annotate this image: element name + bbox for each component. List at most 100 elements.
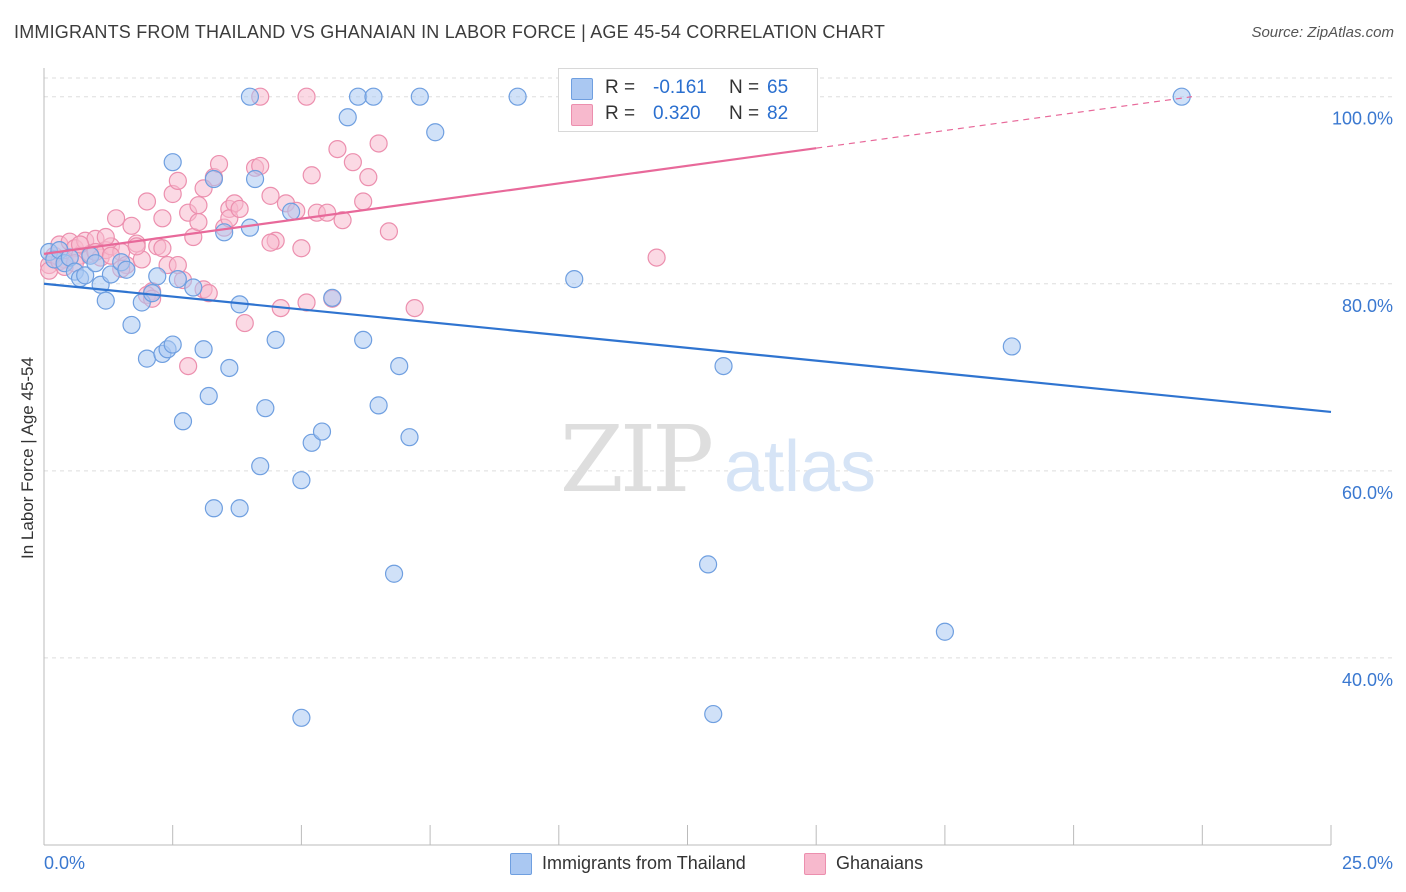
legend-swatch-pink <box>571 104 593 126</box>
ghanaian-point <box>302 166 321 185</box>
legend-r-value: 0.320 <box>653 103 701 124</box>
ghanaian-point <box>647 248 666 267</box>
thailand-point <box>935 622 955 641</box>
watermark-zip: ZIP <box>560 406 711 513</box>
tick-label-layer: 40.0% 60.0% 80.0% 100.0% 0.0% 25.0% <box>44 109 1393 873</box>
legend-box: R = -0.161 N = 65 R = 0.320 N = 82 <box>558 68 818 132</box>
y-axis-label: In Labor Force | Age 45-54 <box>18 357 37 559</box>
thailand-point <box>184 278 203 297</box>
thailand-point <box>390 356 409 376</box>
ghanaian-point <box>343 153 362 172</box>
thailand-point <box>194 340 213 359</box>
ghanaian-point <box>405 299 424 318</box>
thailand-point <box>251 457 270 476</box>
ghanaian-point <box>189 196 208 215</box>
thailand-point <box>168 270 187 289</box>
thailand-point <box>292 708 311 727</box>
y-tick-label: 100.0% <box>1332 109 1393 129</box>
ghanaian-point <box>230 199 249 219</box>
thailand-point <box>163 335 182 354</box>
thailand-point <box>240 87 260 106</box>
ghanaian-point <box>122 216 141 235</box>
ghanaian-point <box>106 209 126 228</box>
ghanaian-point <box>235 313 254 333</box>
ghanaian-point <box>379 222 399 241</box>
thailand-point <box>86 254 105 273</box>
thailand-point <box>1002 337 1021 356</box>
legend-swatch-blue <box>571 78 593 100</box>
ghanaian-point <box>328 139 347 159</box>
ghanaian-point <box>189 212 208 232</box>
y-tick-label: 40.0% <box>1342 670 1393 690</box>
thailand-point <box>426 123 445 142</box>
chart-title: IMMIGRANTS FROM THAILAND VS GHANAIAN IN … <box>14 22 886 42</box>
ghanaian-point <box>354 192 373 211</box>
thailand-point <box>565 270 584 289</box>
ghanaian-point <box>153 209 172 228</box>
thailand-point <box>173 412 193 431</box>
ghanaian-point <box>333 211 352 230</box>
thailand-point <box>292 471 311 490</box>
thailand-point <box>230 499 249 518</box>
watermark-atlas: atlas <box>724 427 876 507</box>
bottom-legend-label: Ghanaians <box>836 853 924 873</box>
thailand-point <box>220 358 239 378</box>
thailand-point <box>204 499 223 518</box>
thailand-point <box>215 223 234 242</box>
y-tick-label: 60.0% <box>1342 483 1393 503</box>
ghanaian-point <box>369 134 388 153</box>
thailand-point <box>148 267 167 286</box>
trend-layer <box>43 96 1332 414</box>
thailand-point <box>384 564 404 583</box>
ghanaian-point <box>137 192 157 211</box>
thailand-point <box>323 288 342 307</box>
thailand-point <box>338 108 357 127</box>
legend-n-label: N = <box>729 103 760 124</box>
thailand-point <box>199 386 218 406</box>
thailand-point <box>122 315 141 335</box>
legend-n-label: N = <box>729 77 760 98</box>
source-note: Source: ZipAtlas.com <box>1251 24 1394 41</box>
ghanaian-point <box>297 87 316 106</box>
thailand-point <box>508 87 527 106</box>
y-tick-label: 80.0% <box>1342 296 1393 316</box>
thailand-point <box>312 422 332 441</box>
ghanaian-trend-line <box>43 147 817 255</box>
bottom-legend-swatch-blue <box>510 853 532 875</box>
ghanaian-point <box>168 171 187 190</box>
thailand-point <box>240 218 260 237</box>
ghanaian-point <box>261 233 280 252</box>
thailand-point <box>400 428 419 447</box>
bottom-legend: Immigrants from Thailand Ghanaians <box>0 852 1406 878</box>
thailand-point <box>369 396 388 415</box>
ghanaian-point <box>318 203 337 222</box>
ghanaian-point <box>96 227 115 247</box>
thailand-point <box>364 87 383 106</box>
points-layer <box>40 87 1191 727</box>
thailand-point <box>163 153 182 172</box>
thailand-point <box>96 291 115 310</box>
legend-r-value: -0.161 <box>653 77 707 98</box>
legend-n-value: 65 <box>767 77 789 98</box>
ghanaian-point <box>261 186 280 205</box>
legend-r-label: R = <box>605 77 636 98</box>
thailand-point <box>245 169 265 189</box>
ghanaian-point <box>359 168 378 187</box>
bottom-legend-label: Immigrants from Thailand <box>542 853 746 873</box>
ghanaian-point <box>179 356 198 376</box>
ghanaian-point <box>153 239 172 258</box>
ghanaian-point <box>292 239 311 258</box>
thailand-point <box>348 87 368 106</box>
thailand-point <box>704 704 723 724</box>
thailand-point <box>282 202 301 221</box>
legend-r-label: R = <box>605 103 636 124</box>
thailand-point <box>137 349 157 368</box>
thailand-point <box>76 266 95 285</box>
thailand-point <box>698 555 718 574</box>
ghanaian-trend-extension <box>816 96 1193 149</box>
thailand-point <box>302 433 321 452</box>
thailand-trend-line <box>43 282 1332 414</box>
x-tick-label: 0.0% <box>44 853 85 873</box>
thailand-point <box>410 87 429 106</box>
